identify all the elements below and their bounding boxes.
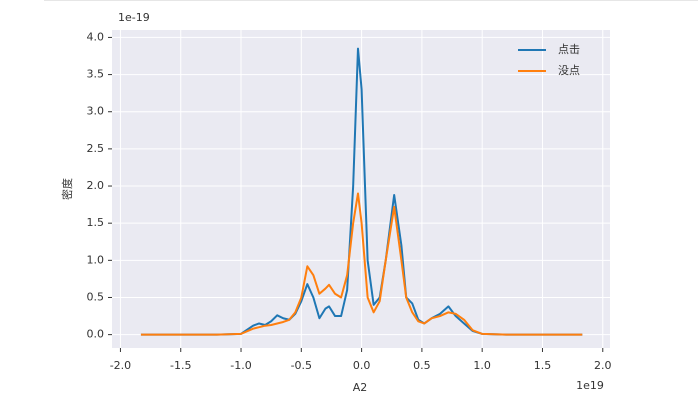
y-tick-label: 1.0	[87, 253, 105, 266]
y-tick-label: 4.0	[87, 30, 105, 43]
data-line	[140, 192, 583, 336]
y-axis-label: 密度	[60, 178, 74, 200]
y-tick-label: 3.0	[87, 105, 105, 118]
x-tick-label: 0.5	[413, 359, 431, 372]
x-tick-label: -1.5	[170, 359, 191, 372]
x-axis-label: A2	[353, 381, 368, 394]
legend-label: 没点	[558, 64, 580, 77]
x-tick-label: -1.0	[230, 359, 251, 372]
data-line	[140, 47, 583, 336]
x-tick-label: 1.5	[534, 359, 552, 372]
y-offset-label: 1e-19	[118, 11, 150, 24]
x-tick-label: -2.0	[110, 359, 131, 372]
x-tick-label: 2.0	[594, 359, 612, 372]
y-tick-label: 0.0	[87, 328, 105, 341]
x-offset-label: 1e19	[576, 379, 604, 392]
y-tick-label: 3.5	[87, 68, 105, 81]
y-tick-label: 2.5	[87, 142, 105, 155]
x-tick-label: -0.5	[291, 359, 312, 372]
y-tick-label: 0.5	[87, 290, 105, 303]
x-tick-label: 1.0	[473, 359, 491, 372]
y-tick-label: 2.0	[87, 179, 105, 192]
y-tick-label: 1.5	[87, 216, 105, 229]
legend-label: 点击	[558, 43, 580, 56]
x-tick-label: 0.0	[353, 359, 371, 372]
